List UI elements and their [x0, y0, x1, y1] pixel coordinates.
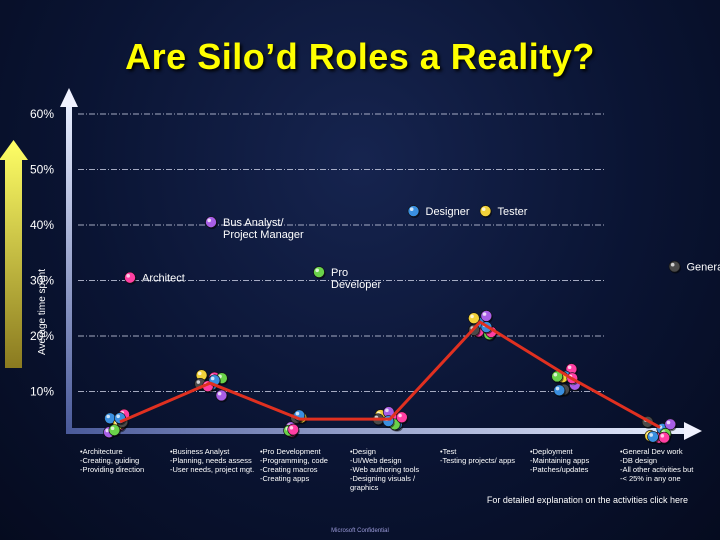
x-category-line: -All other activities but	[620, 465, 694, 474]
detail-link[interactable]: For detailed explanation on the activiti…	[486, 495, 688, 505]
y-axis-arrowhead	[60, 88, 78, 107]
role-label: Project Manager	[223, 229, 304, 241]
highlight-series-line	[119, 320, 661, 429]
x-category-line: -Testing projects/ apps	[440, 456, 516, 465]
role-marker	[664, 418, 677, 432]
x-category-line: •Design	[350, 447, 376, 456]
y-axis-label: Average time spent	[37, 269, 48, 355]
x-category-line: -Designing visuals / graphics	[350, 474, 416, 492]
x-category-line: -Creating macros	[260, 465, 318, 474]
x-category-line: -Creating apps	[260, 474, 310, 483]
x-category-line: -Patches/updates	[530, 465, 589, 474]
role-marker	[104, 412, 117, 426]
role-marker	[108, 424, 121, 438]
y-axis-line	[66, 105, 72, 430]
role-marker	[668, 260, 681, 274]
x-category-label: •Pro Development -Programming, code -Creat…	[260, 447, 350, 483]
x-category-label: •General Dev work -DB design -All other ac…	[620, 447, 710, 483]
x-category-line: -Planning, needs assess	[170, 456, 252, 465]
x-category-line: -Creating, guiding	[80, 456, 140, 465]
y-tick-label: 30%	[30, 274, 54, 288]
role-label: Pro	[331, 267, 348, 279]
role-marker	[479, 205, 492, 219]
x-category-label: •Deployment -Maintaining apps -Patches/upd…	[530, 447, 620, 474]
x-axis-arrowhead	[684, 422, 702, 440]
x-category-line: -< 25% in any one	[620, 474, 681, 483]
y-tick-label: 10%	[30, 385, 54, 399]
x-category-line: -UI/Web design	[350, 456, 402, 465]
x-category-line: •Test	[440, 447, 457, 456]
confidential-label: Microsoft Confidential	[331, 528, 389, 534]
y-tick-label: 60%	[30, 107, 54, 121]
role-label: Tester	[498, 206, 528, 218]
role-label: Developer	[331, 279, 381, 291]
page-title: Are Silo’d Roles a Reality?	[125, 36, 595, 77]
role-marker	[407, 205, 420, 219]
x-category-line: -Providing direction	[80, 465, 145, 474]
x-category-line: •Business Analyst	[170, 447, 230, 456]
role-marker	[480, 310, 493, 323]
x-category-line: -DB design	[620, 456, 658, 465]
role-marker	[396, 411, 409, 425]
x-category-line: •Pro Development	[260, 447, 321, 456]
role-label: Designer	[426, 206, 470, 218]
y-tick-label: 40%	[30, 218, 54, 232]
x-category-line: •Architecture	[80, 447, 123, 456]
x-category-line: -Web authoring tools	[350, 465, 420, 474]
x-category-label: •Architecture -Creating, guiding -Providin…	[80, 447, 170, 474]
x-axis-line	[66, 428, 686, 434]
y-axis-band-arrow	[0, 140, 28, 368]
role-label: Bus Analyst/	[223, 217, 284, 229]
x-category-line: -Maintaining apps	[530, 456, 590, 465]
x-category-label: •Business Analyst -Planning, needs assess…	[170, 447, 260, 474]
role-marker	[205, 216, 218, 230]
y-tick-label: 50%	[30, 163, 54, 177]
x-category-line: -User needs, project mgt.	[170, 465, 255, 474]
role-label: Architect	[142, 273, 185, 285]
role-marker	[215, 389, 228, 403]
role-marker	[287, 423, 300, 437]
x-category-line: -Programming, code	[260, 456, 328, 465]
y-tick-label: 20%	[30, 329, 54, 343]
role-marker	[313, 266, 326, 280]
role-label: Generalist	[687, 262, 720, 274]
role-marker	[124, 271, 137, 285]
role-marker	[658, 431, 671, 445]
x-category-line: •General Dev work	[620, 447, 683, 456]
role-marker	[553, 384, 566, 398]
x-category-line: •Deployment	[530, 447, 573, 456]
x-category-label: •Design -UI/Web design -Web authoring tool…	[350, 447, 440, 492]
role-marker	[647, 430, 660, 444]
x-category-label: •Test -Testing projects/ apps	[440, 447, 530, 465]
